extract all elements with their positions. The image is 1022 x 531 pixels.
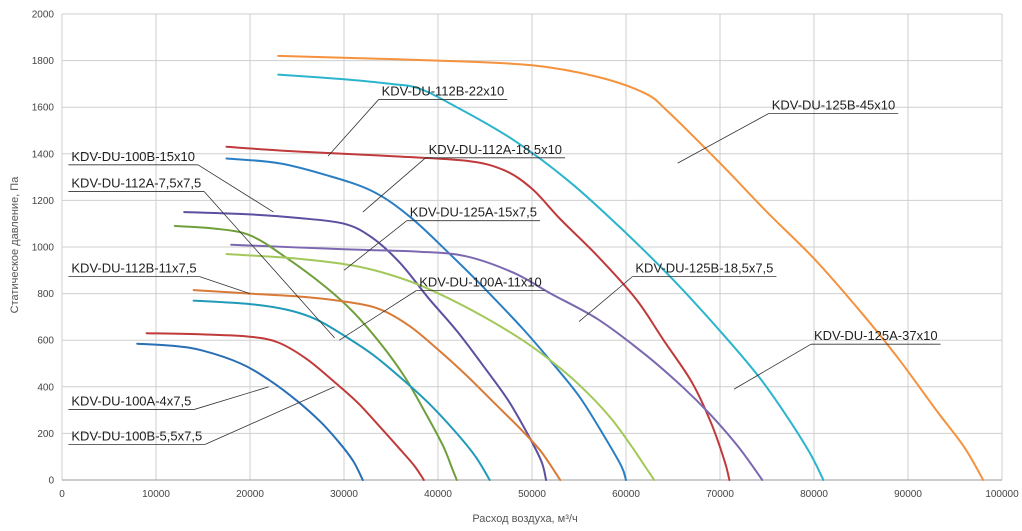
callout-kdv-du-125a-37x10: KDV-DU-125A-37x10 (733, 328, 941, 390)
curve-kdv-du-112b-22x10 (225, 145, 731, 481)
callout-label: KDV-DU-112A-18,5x10 (429, 142, 562, 157)
curve-kdv-du-100b-15x10 (225, 157, 627, 481)
callout-labels: KDV-DU-125B-45x10 KDV-DU-112B-22x10 KDV-DU… (68, 84, 941, 445)
curve-kdv-du-112b-11x7-5 (192, 289, 562, 481)
x-tick-label: 20000 (236, 489, 264, 500)
callout-label: KDV-DU-125B-18,5x7,5 (635, 261, 773, 276)
curve-kdv-du-112a-18-5x10 (183, 211, 548, 481)
callout-label: KDV-DU-100A-11x10 (419, 275, 542, 290)
callout-leader (578, 276, 633, 322)
callout-kdv-du-125a-15x7-5: KDV-DU-125A-15x7,5 (343, 205, 540, 271)
callout-kdv-du-100b-5-5x7-5: KDV-DU-100B-5,5x7,5 (68, 386, 335, 445)
y-tick-label: 200 (37, 429, 54, 440)
x-tick-label: 40000 (424, 489, 452, 500)
callout-label: KDV-DU-125A-37x10 (814, 328, 938, 343)
callout-leader (194, 386, 269, 410)
x-tick-label: 70000 (706, 489, 734, 500)
callout-kdv-du-112b-22x10: KDV-DU-112B-22x10 (327, 84, 508, 157)
callout-label: KDV-DU-100A-4x7,5 (71, 393, 191, 408)
callout-leader (343, 220, 408, 271)
callout-leader (199, 276, 251, 294)
y-tick-label: 600 (37, 336, 54, 347)
callout-kdv-du-100a-11x10: KDV-DU-100A-11x10 (339, 275, 545, 341)
callout-leader (733, 343, 812, 390)
callout-kdv-du-100a-4x7-5: KDV-DU-100A-4x7,5 (68, 386, 269, 410)
callout-leader (197, 164, 274, 213)
curve-kdv-du-125b-18-5x7-5 (230, 243, 764, 481)
callout-leader (205, 386, 335, 445)
y-axis-label: Статическое давление, Па (9, 176, 21, 314)
callout-label: KDV-DU-100B-5,5x7,5 (71, 428, 202, 443)
curve-kdv-du-125a-37x10 (277, 73, 825, 481)
curve-kdv-du-100a-4x7-5 (145, 332, 425, 481)
x-axis-label: Расход воздуха, м³/ч (472, 513, 577, 525)
callout-label: KDV-DU-112B-11x7,5 (71, 261, 196, 276)
curve-kdv-du-125a-15x7-5 (225, 253, 656, 481)
callout-label: KDV-DU-125A-15x7,5 (410, 205, 537, 220)
x-tick-label: 80000 (800, 489, 828, 500)
curve-kdv-du-100b-5-5x7-5 (136, 342, 364, 481)
y-tick-label: 0 (48, 476, 54, 487)
y-tick-label: 1400 (32, 149, 55, 160)
x-tick-label: 100000 (985, 489, 1019, 500)
callout-label: KDV-DU-112B-22x10 (382, 84, 505, 99)
callout-kdv-du-100b-15x10: KDV-DU-100B-15x10 (68, 149, 274, 213)
curve-kdv-du-100a-11x10 (192, 299, 491, 481)
callout-kdv-du-125b-18-5x7-5: KDV-DU-125B-18,5x7,5 (578, 261, 777, 322)
x-tick-label: 50000 (518, 489, 546, 500)
x-tick-label: 0 (59, 489, 65, 500)
curve-kdv-du-125b-45x10 (277, 54, 985, 481)
y-tick-label: 1800 (32, 56, 55, 67)
callout-label: KDV-DU-100B-15x10 (71, 149, 195, 164)
x-tick-label: 60000 (612, 489, 640, 500)
callout-leader (362, 157, 426, 213)
y-tick-label: 1000 (32, 243, 55, 254)
tick-labels: 0 10000 20000 30000 40000 50000 60000 70000 8000… (32, 10, 1019, 501)
y-tick-label: 400 (37, 382, 54, 393)
y-tick-label: 1600 (32, 103, 55, 114)
callout-leader (327, 99, 379, 157)
y-tick-label: 1200 (32, 196, 55, 207)
callout-kdv-du-112a-18-5x10: KDV-DU-112A-18,5x10 (362, 142, 566, 213)
callout-leader (339, 290, 417, 341)
x-tick-label: 30000 (330, 489, 358, 500)
callout-leader (203, 191, 335, 339)
x-tick-label: 90000 (894, 489, 922, 500)
grid (61, 13, 1003, 481)
performance-curves (136, 54, 985, 481)
callout-label: KDV-DU-125B-45x10 (772, 98, 896, 113)
curve-kdv-du-112a-7-5x7-5 (173, 225, 458, 481)
y-tick-label: 800 (37, 289, 54, 300)
callout-leader (677, 113, 769, 164)
x-tick-label: 10000 (142, 489, 170, 500)
callout-kdv-du-125b-45x10: KDV-DU-125B-45x10 (677, 98, 899, 164)
callout-kdv-du-112b-11x7-5: KDV-DU-112B-11x7,5 (68, 261, 251, 294)
callout-label: KDV-DU-112A-7,5x7,5 (71, 176, 201, 191)
y-tick-label: 2000 (32, 10, 55, 21)
callout-kdv-du-112a-7-5x7-5: KDV-DU-112A-7,5x7,5 (68, 176, 335, 339)
